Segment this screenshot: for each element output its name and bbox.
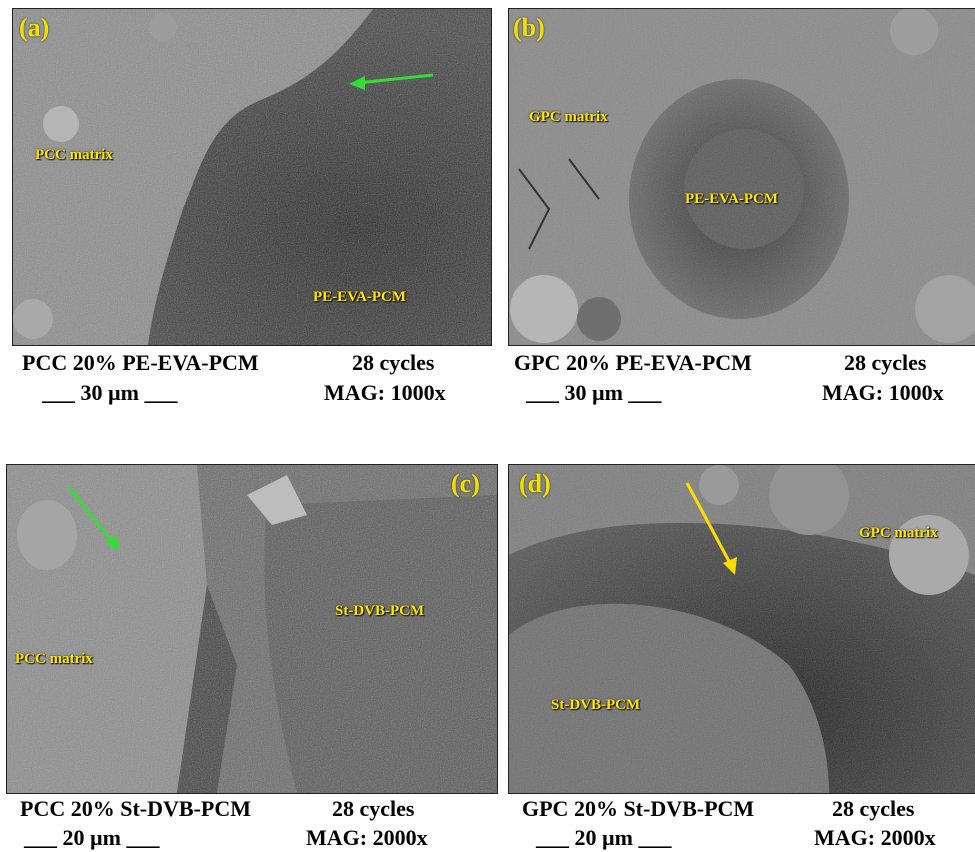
region-label-matrix: PCC matrix (35, 147, 113, 163)
caption-scale-b: ___ 30 µm ___ (526, 380, 662, 405)
region-label-pcm: St-DVB-PCM (551, 697, 641, 713)
caption-sample-c: PCC 20% St-DVB-PCM (20, 796, 251, 821)
caption-scale-d: ___ 20 µm ___ (536, 825, 672, 850)
caption-cycles-d: 28 cycles (832, 796, 915, 821)
green-arrow-icon (67, 486, 119, 551)
sem-panel-b: (b) GPC matrix PE-EVA-PCM (508, 8, 975, 346)
caption-cycles-b: 28 cycles (844, 350, 927, 375)
sem-image-a (13, 9, 491, 345)
caption-mag-b: MAG: 1000x (822, 380, 944, 405)
sem-panel-a: (a) PCC matrix PE-EVA-PCM (12, 8, 492, 346)
caption-scale-a: ___ 30 µm ___ (42, 380, 178, 405)
sem-image-b (509, 9, 975, 345)
caption-sample-d: GPC 20% St-DVB-PCM (522, 796, 755, 821)
region-label-matrix: GPC matrix (859, 525, 938, 541)
region-label-pcm: PE-EVA-PCM (313, 289, 407, 305)
panel-label: (d) (519, 469, 551, 498)
region-label-pcm: PE-EVA-PCM (685, 191, 779, 207)
green-arrow-icon (349, 73, 434, 90)
caption-mag-d: MAG: 2000x (814, 825, 936, 850)
panel-label: (c) (451, 469, 480, 498)
sem-panel-d: (d) GPC matrix St-DVB-PCM (508, 464, 975, 794)
caption-sample-b: GPC 20% PE-EVA-PCM (514, 350, 752, 375)
panel-label: (a) (19, 13, 50, 42)
caption-sample-a: PCC 20% PE-EVA-PCM (22, 350, 259, 375)
caption-cycles-c: 28 cycles (332, 796, 415, 821)
caption-mag-a: MAG: 1000x (324, 380, 446, 405)
region-label-pcm: St-DVB-PCM (335, 603, 425, 619)
sem-image-c (7, 465, 497, 793)
yellow-arrow-icon (685, 482, 737, 575)
caption-cycles-a: 28 cycles (352, 350, 435, 375)
sem-panel-c: (c) PCC matrix St-DVB-PCM (6, 464, 498, 794)
region-label-matrix: PCC matrix (15, 651, 93, 667)
region-label-matrix: GPC matrix (529, 109, 608, 125)
caption-mag-c: MAG: 2000x (306, 825, 428, 850)
sem-image-d (509, 465, 975, 793)
caption-scale-c: ___ 20 µm ___ (24, 825, 160, 850)
panel-label: (b) (513, 13, 545, 42)
